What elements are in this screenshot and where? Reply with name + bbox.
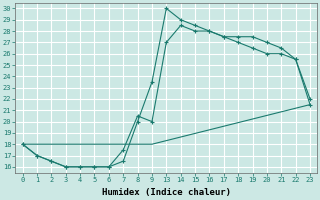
X-axis label: Humidex (Indice chaleur): Humidex (Indice chaleur): [102, 188, 231, 197]
